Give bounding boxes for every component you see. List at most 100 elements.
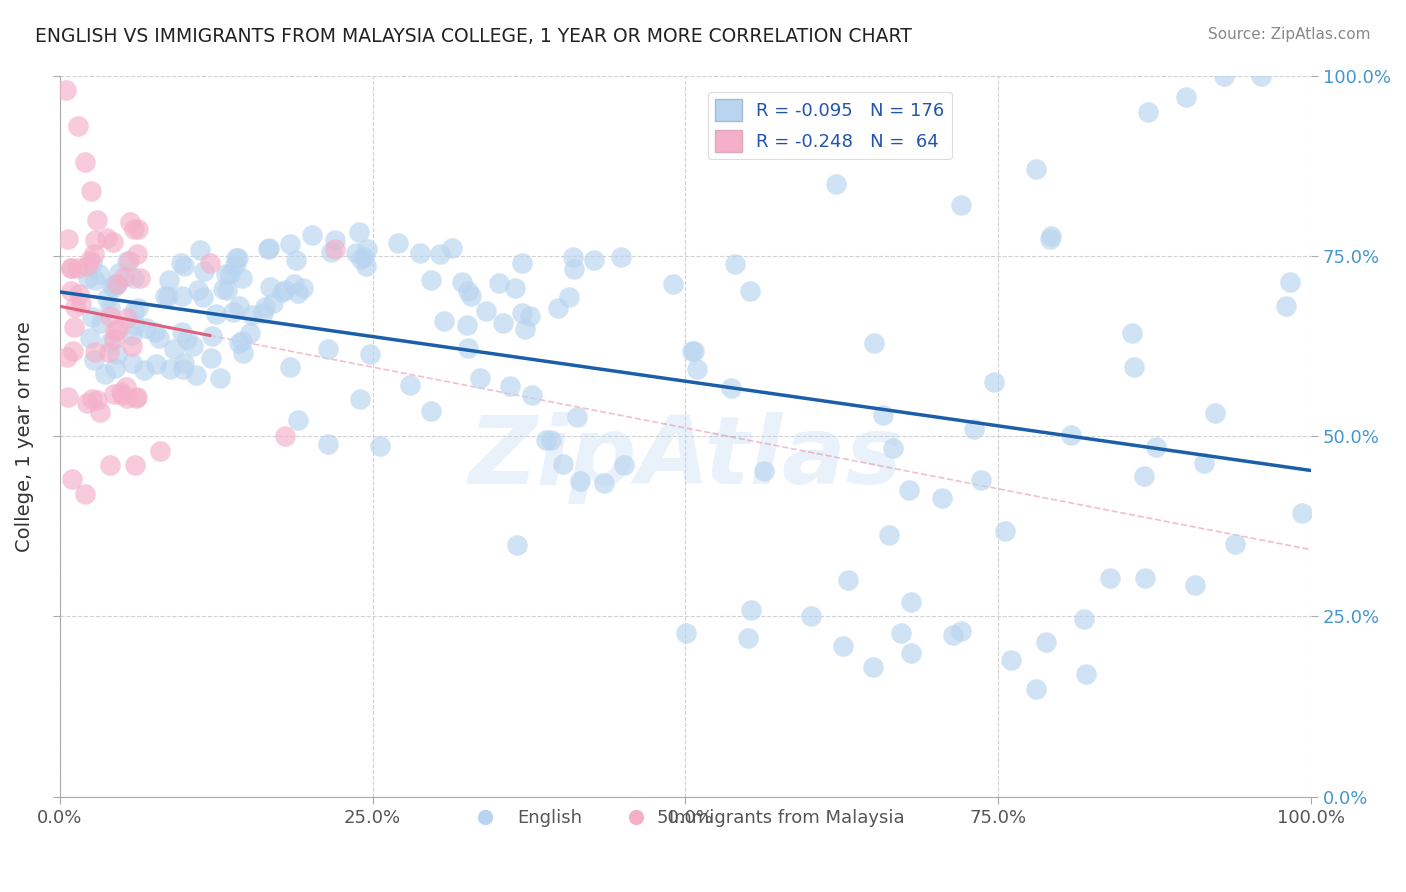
- Point: [262, 296, 284, 310]
- Point: [1073, 611, 1095, 625]
- Point: [121, 356, 143, 370]
- Point: [515, 321, 537, 335]
- Point: [800, 609, 823, 624]
- Point: [173, 260, 195, 274]
- Point: [318, 343, 340, 357]
- Point: [1144, 440, 1167, 454]
- Point: [321, 244, 343, 259]
- Point: [356, 243, 378, 257]
- Point: [170, 289, 193, 303]
- Point: [1175, 90, 1198, 104]
- Point: [1025, 162, 1047, 177]
- Point: [536, 433, 558, 447]
- Point: [863, 336, 886, 351]
- Point: [492, 317, 515, 331]
- Point: [86, 212, 108, 227]
- Point: [900, 646, 922, 660]
- Point: [737, 631, 759, 645]
- Point: [872, 408, 894, 422]
- Point: [323, 233, 346, 247]
- Point: [225, 252, 247, 266]
- Point: [127, 222, 149, 236]
- Point: [124, 318, 146, 333]
- Point: [257, 242, 280, 256]
- Point: [209, 370, 232, 384]
- Point: [547, 301, 569, 316]
- Point: [1291, 506, 1313, 520]
- Point: [104, 324, 127, 338]
- Point: [824, 177, 846, 191]
- Point: [124, 458, 146, 472]
- Point: [316, 437, 339, 451]
- Point: [90, 316, 112, 330]
- Point: [120, 215, 142, 229]
- Point: [949, 198, 972, 212]
- Point: [963, 422, 986, 436]
- Point: [157, 288, 180, 302]
- Point: [193, 264, 215, 278]
- Point: [675, 625, 697, 640]
- Point: [1225, 537, 1247, 551]
- Point: [359, 347, 381, 361]
- Point: [181, 339, 204, 353]
- Legend: English, Immigrants from Malaysia: English, Immigrants from Malaysia: [460, 802, 911, 835]
- Point: [738, 284, 761, 298]
- Point: [353, 250, 375, 264]
- Point: [135, 321, 157, 335]
- Point: [80, 392, 103, 406]
- Point: [558, 290, 581, 304]
- Text: ZipAtlas: ZipAtlas: [468, 412, 903, 504]
- Point: [565, 409, 588, 424]
- Point: [224, 258, 246, 272]
- Point: [105, 277, 128, 291]
- Point: [56, 390, 79, 404]
- Point: [897, 483, 920, 498]
- Point: [176, 331, 198, 345]
- Point: [877, 528, 900, 542]
- Point: [1074, 667, 1097, 681]
- Point: [145, 358, 167, 372]
- Point: [399, 377, 422, 392]
- Point: [184, 368, 207, 383]
- Point: [610, 250, 633, 264]
- Point: [1192, 456, 1215, 470]
- Point: [510, 306, 533, 320]
- Point: [420, 404, 443, 418]
- Point: [110, 384, 132, 399]
- Point: [115, 391, 138, 405]
- Point: [121, 328, 143, 343]
- Point: [125, 246, 148, 260]
- Point: [1123, 359, 1146, 374]
- Point: [105, 277, 128, 291]
- Point: [148, 331, 170, 345]
- Point: [125, 391, 148, 405]
- Point: [86, 393, 108, 408]
- Point: [159, 361, 181, 376]
- Point: [561, 250, 583, 264]
- Point: [112, 270, 135, 285]
- Point: [205, 307, 228, 321]
- Point: [62, 320, 84, 334]
- Point: [226, 251, 249, 265]
- Point: [253, 301, 276, 315]
- Point: [271, 285, 294, 299]
- Point: [740, 603, 762, 617]
- Point: [83, 353, 105, 368]
- Point: [231, 345, 253, 359]
- Text: Source: ZipAtlas.com: Source: ZipAtlas.com: [1208, 27, 1371, 42]
- Point: [80, 255, 103, 269]
- Point: [155, 289, 177, 303]
- Point: [118, 253, 141, 268]
- Point: [1133, 468, 1156, 483]
- Point: [111, 388, 134, 402]
- Point: [89, 405, 111, 419]
- Point: [187, 283, 209, 297]
- Point: [76, 259, 98, 273]
- Point: [942, 628, 965, 642]
- Point: [931, 491, 953, 506]
- Point: [368, 439, 391, 453]
- Point: [499, 379, 522, 393]
- Point: [121, 339, 143, 353]
- Point: [1133, 570, 1156, 584]
- Point: [103, 279, 125, 293]
